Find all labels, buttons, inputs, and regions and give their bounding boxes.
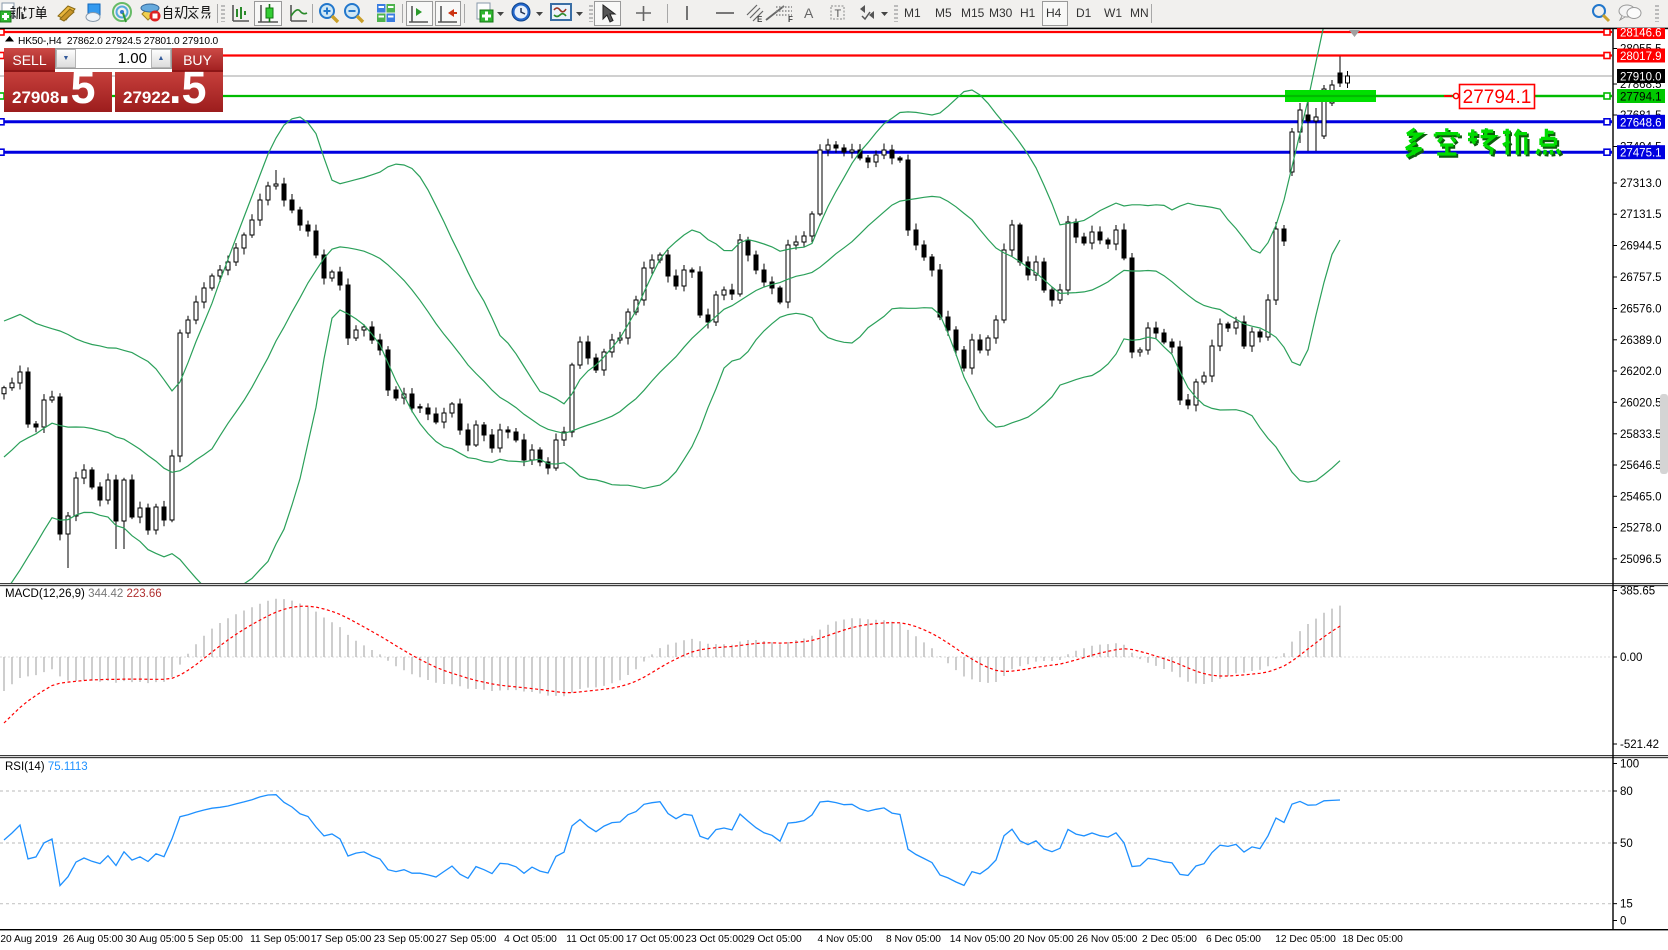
svg-text:8 Nov 05:00: 8 Nov 05:00 bbox=[886, 934, 941, 945]
svg-text:25646.5: 25646.5 bbox=[1620, 460, 1662, 472]
svg-text:20 Aug 2019: 20 Aug 2019 bbox=[0, 934, 58, 945]
svg-text:26202.0: 26202.0 bbox=[1620, 366, 1662, 378]
svg-text:23 Oct 05:00: 23 Oct 05:00 bbox=[685, 934, 744, 945]
svg-text:-521.42: -521.42 bbox=[1620, 739, 1659, 751]
svg-text:28146.6: 28146.6 bbox=[1620, 28, 1662, 40]
svg-text:4 Nov 05:00: 4 Nov 05:00 bbox=[818, 934, 873, 945]
svg-text:15: 15 bbox=[1620, 899, 1633, 911]
svg-text:14 Nov 05:00: 14 Nov 05:00 bbox=[950, 934, 1011, 945]
svg-text:RSI(14) 75.1113: RSI(14) 75.1113 bbox=[5, 761, 88, 773]
svg-text:11 Sep 05:00: 11 Sep 05:00 bbox=[250, 934, 310, 945]
svg-text:26389.0: 26389.0 bbox=[1620, 335, 1662, 347]
svg-text:17 Sep 05:00: 17 Sep 05:00 bbox=[311, 934, 372, 945]
svg-text:30 Aug 05:00: 30 Aug 05:00 bbox=[125, 934, 185, 945]
svg-text:25833.5: 25833.5 bbox=[1620, 429, 1662, 441]
svg-text:27131.5: 27131.5 bbox=[1620, 209, 1662, 221]
svg-text:6 Dec 05:00: 6 Dec 05:00 bbox=[1206, 934, 1261, 945]
svg-text:F: F bbox=[788, 15, 793, 24]
svg-text:100: 100 bbox=[1620, 759, 1639, 771]
svg-text:4 Oct 05:00: 4 Oct 05:00 bbox=[504, 934, 557, 945]
svg-text:26 Nov 05:00: 26 Nov 05:00 bbox=[1077, 934, 1138, 945]
svg-text:17 Oct 05:00: 17 Oct 05:00 bbox=[626, 934, 685, 945]
svg-text:0: 0 bbox=[1620, 916, 1626, 928]
svg-text:27648.6: 27648.6 bbox=[1620, 117, 1662, 129]
svg-text:25096.5: 25096.5 bbox=[1620, 554, 1662, 566]
svg-text:20 Nov 05:00: 20 Nov 05:00 bbox=[1013, 934, 1074, 945]
svg-text:12 Dec 05:00: 12 Dec 05:00 bbox=[1275, 934, 1336, 945]
svg-text:26 Aug 05:00: 26 Aug 05:00 bbox=[63, 934, 123, 945]
svg-text:27794.1: 27794.1 bbox=[1620, 92, 1662, 104]
svg-text:HK50-,H4 27862.0 27924.5 2780: HK50-,H4 27862.0 27924.5 27801.0 27910.0 bbox=[18, 36, 219, 47]
svg-text:T: T bbox=[835, 8, 842, 20]
svg-text:385.65: 385.65 bbox=[1620, 586, 1655, 598]
svg-text:27794.1: 27794.1 bbox=[1463, 87, 1532, 108]
svg-text:11 Oct 05:00: 11 Oct 05:00 bbox=[566, 934, 624, 945]
svg-text:80: 80 bbox=[1620, 786, 1633, 798]
svg-text:27313.0: 27313.0 bbox=[1620, 178, 1662, 190]
svg-text:2 Dec 05:00: 2 Dec 05:00 bbox=[1142, 934, 1197, 945]
svg-text:MACD(12,26,9) 344.42 223.66: MACD(12,26,9) 344.42 223.66 bbox=[5, 588, 162, 600]
svg-text:0.00: 0.00 bbox=[1620, 652, 1642, 664]
svg-text:18 Dec 05:00: 18 Dec 05:00 bbox=[1342, 934, 1403, 945]
svg-text:26020.5: 26020.5 bbox=[1620, 397, 1662, 409]
svg-text:26944.5: 26944.5 bbox=[1620, 241, 1662, 253]
svg-text:26757.5: 26757.5 bbox=[1620, 272, 1662, 284]
svg-text:27910.0: 27910.0 bbox=[1620, 72, 1662, 84]
svg-text:5 Sep 05:00: 5 Sep 05:00 bbox=[188, 934, 243, 945]
svg-text:E: E bbox=[757, 15, 763, 24]
svg-text:50: 50 bbox=[1620, 838, 1633, 850]
svg-text:27475.1: 27475.1 bbox=[1620, 148, 1662, 160]
svg-text:25278.0: 25278.0 bbox=[1620, 523, 1662, 535]
svg-text:25465.0: 25465.0 bbox=[1620, 491, 1662, 503]
svg-text:23 Sep 05:00: 23 Sep 05:00 bbox=[374, 934, 435, 945]
svg-text:29 Oct 05:00: 29 Oct 05:00 bbox=[743, 934, 802, 945]
svg-text:26576.0: 26576.0 bbox=[1620, 304, 1662, 316]
svg-text:28017.9: 28017.9 bbox=[1620, 51, 1662, 63]
svg-text:27 Sep 05:00: 27 Sep 05:00 bbox=[436, 934, 497, 945]
svg-text:A: A bbox=[804, 5, 814, 21]
